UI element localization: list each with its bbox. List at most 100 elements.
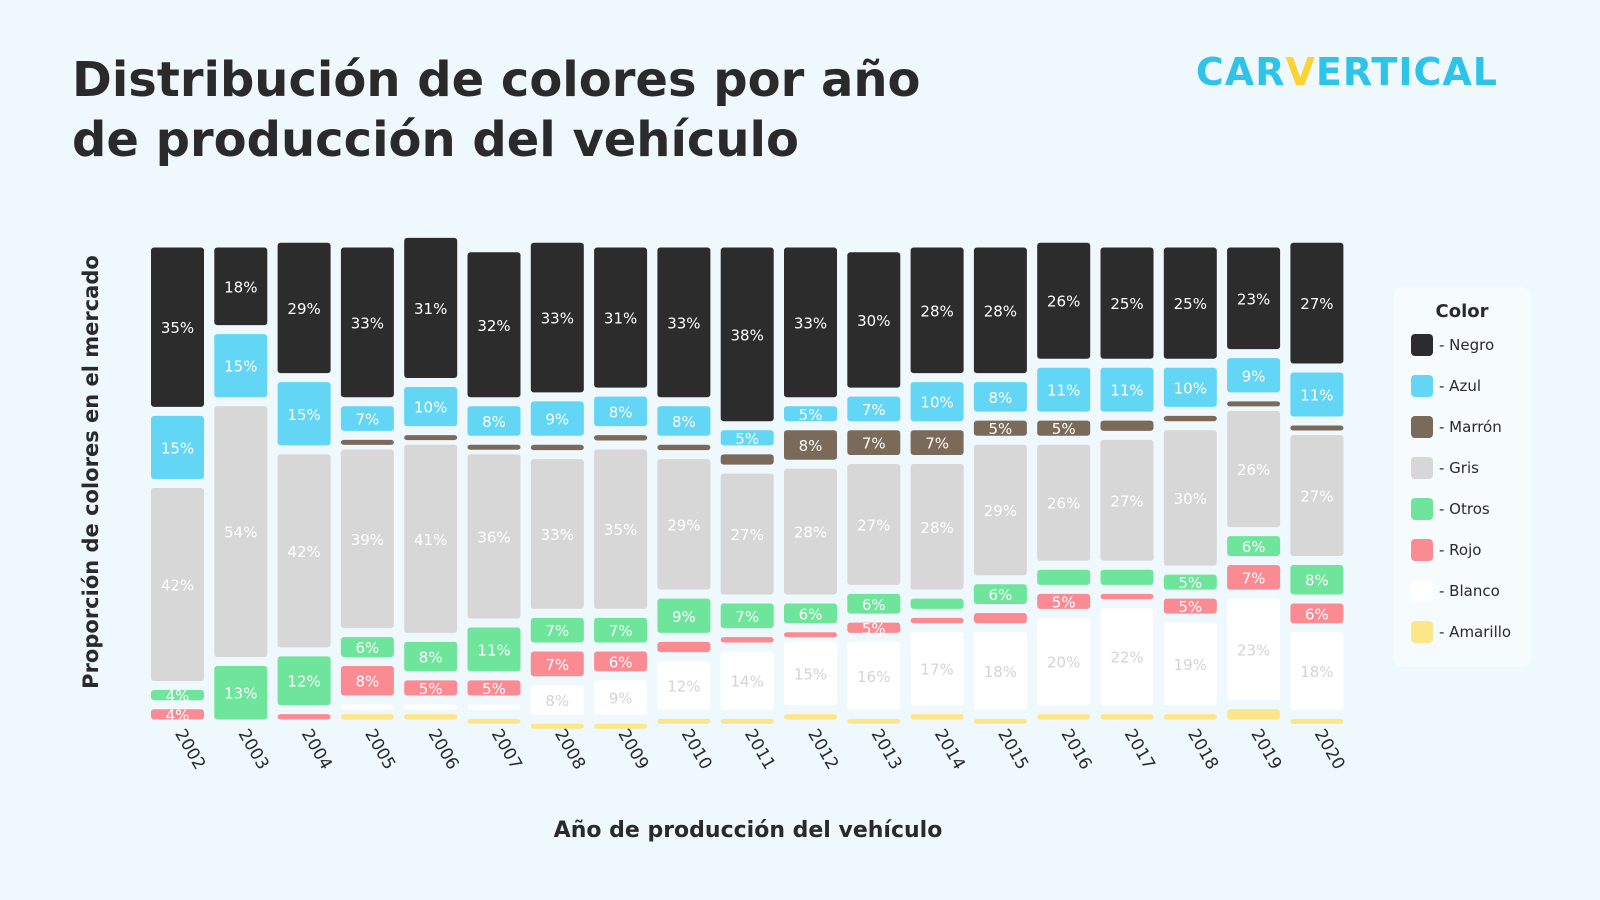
data-label-gris-2004: 42% xyxy=(287,543,320,561)
legend-label: - Amarillo xyxy=(1439,623,1512,641)
bar-segment-azul-2011 xyxy=(720,430,774,446)
data-label-gris-2007: 36% xyxy=(477,528,510,546)
data-label-marrón-2014: 7% xyxy=(925,435,949,453)
data-label-azul-2008: 9% xyxy=(545,411,569,429)
data-label-negro-2009: 31% xyxy=(604,310,637,328)
bar-segment-amarillo-2018 xyxy=(1163,714,1217,720)
bar-segment-blanco-2015 xyxy=(973,632,1027,710)
data-label-blanco-2009: 9% xyxy=(609,690,633,708)
bar-segment-otros-2019 xyxy=(1227,536,1281,556)
legend-label: - Blanco xyxy=(1439,582,1500,600)
legend-swatch xyxy=(1411,621,1433,643)
bar-segment-otros-2003 xyxy=(214,665,268,720)
data-label-negro-2018: 25% xyxy=(1174,295,1207,313)
bar-segment-azul-2004 xyxy=(277,382,331,446)
data-label-blanco-2010: 12% xyxy=(667,678,700,696)
bar-segment-rojo-2009 xyxy=(594,651,648,672)
x-axis-label: Año de producción del vehículo xyxy=(553,818,943,843)
legend-item-azul: - Azul xyxy=(1411,374,1481,398)
bar-segment-blanco-2017 xyxy=(1100,608,1154,706)
data-label-otros-2018: 5% xyxy=(1178,574,1202,592)
legend-swatch xyxy=(1411,334,1433,356)
bar-segment-blanco-2012 xyxy=(784,641,837,706)
bar-segment-otros-2002 xyxy=(151,690,204,701)
bar-segment-negro-2017 xyxy=(1100,247,1154,359)
legend-swatch xyxy=(1411,539,1433,561)
bar-segment-gris-2003 xyxy=(214,406,268,657)
data-label-azul-2014: 10% xyxy=(920,394,953,412)
data-label-rojo-2016: 5% xyxy=(1052,593,1076,611)
bar-segment-blanco-2006 xyxy=(404,704,458,710)
bar-segment-blanco-2019 xyxy=(1227,598,1281,701)
bar-segment-negro-2019 xyxy=(1227,247,1281,350)
data-label-negro-2005: 33% xyxy=(351,314,384,332)
legend-item-marrón: - Marrón xyxy=(1411,415,1502,439)
bar-segment-blanco-2011 xyxy=(720,651,774,710)
bar-segment-gris-2019 xyxy=(1227,411,1281,528)
x-tick-label-2005: 2005 xyxy=(360,726,399,773)
legend-swatch xyxy=(1411,498,1433,520)
bar-segment-otros-2004 xyxy=(277,656,331,706)
data-label-azul-2002: 15% xyxy=(161,439,194,457)
bar-segment-otros-2013 xyxy=(847,593,901,614)
bar-segment-gris-2014 xyxy=(910,463,964,590)
bar-segment-amarillo-2007 xyxy=(467,718,521,724)
bar-segment-gris-2002 xyxy=(151,488,204,682)
data-label-gris-2003: 54% xyxy=(224,524,257,542)
data-label-gris-2011: 27% xyxy=(731,526,764,544)
x-tick-label-2012: 2012 xyxy=(803,726,842,773)
x-tick-label-2006: 2006 xyxy=(424,726,463,773)
legend-label: - Marrón xyxy=(1439,418,1502,436)
bar-segment-otros-2015 xyxy=(973,584,1027,605)
bar-segment-gris-2013 xyxy=(847,463,901,585)
carvertical-logo: CARVERTICAL xyxy=(1195,50,1498,94)
bar-segment-negro-2007 xyxy=(467,252,521,398)
data-label-azul-2019: 9% xyxy=(1242,367,1266,385)
data-label-marrón-2015: 5% xyxy=(989,420,1013,438)
data-label-gris-2015: 29% xyxy=(984,502,1017,520)
data-label-gris-2005: 39% xyxy=(351,531,384,549)
bar-segment-marrón-2015 xyxy=(973,420,1027,436)
bar-segment-rojo-2005 xyxy=(340,665,394,696)
data-label-rojo-2002: 4% xyxy=(166,706,190,724)
bar-segment-marrón-2008 xyxy=(530,444,584,451)
bar-segment-blanco-2010 xyxy=(657,661,711,710)
bar-segment-blanco-2008 xyxy=(530,685,584,715)
bar-segment-amarillo-2015 xyxy=(973,718,1027,724)
bar-segment-azul-2014 xyxy=(910,382,964,422)
data-label-otros-2012: 6% xyxy=(799,605,823,623)
data-label-gris-2019: 26% xyxy=(1237,461,1270,479)
bar-segment-azul-2013 xyxy=(847,396,901,422)
bar-segment-azul-2019 xyxy=(1227,358,1281,393)
bar-segment-azul-2018 xyxy=(1163,367,1217,407)
bar-segment-otros-2005 xyxy=(340,637,394,657)
bar-segment-gris-2009 xyxy=(594,449,648,609)
data-label-azul-2007: 8% xyxy=(482,413,506,431)
bar-segment-gris-2006 xyxy=(404,444,458,633)
data-label-marrón-2016: 5% xyxy=(1052,420,1076,438)
bar-segment-otros-2020 xyxy=(1290,564,1344,595)
data-label-azul-2020: 11% xyxy=(1300,387,1333,405)
bar-segment-rojo-2019 xyxy=(1227,564,1281,590)
x-tick-label-2015: 2015 xyxy=(993,726,1032,773)
bar-segment-amarillo-2016 xyxy=(1037,714,1091,720)
bar-segment-marrón-2016 xyxy=(1037,420,1091,436)
data-label-marrón-2013: 7% xyxy=(862,435,886,453)
data-label-negro-2006: 31% xyxy=(414,300,447,318)
data-label-otros-2004: 12% xyxy=(287,673,320,691)
bar-segment-otros-2017 xyxy=(1100,569,1154,585)
bar-segment-rojo-2010 xyxy=(657,641,711,653)
bar-segment-amarillo-2008 xyxy=(530,723,584,729)
data-label-blanco-2012: 15% xyxy=(794,665,827,683)
x-tick-label-2019: 2019 xyxy=(1246,726,1285,773)
bar-segment-amarillo-2012 xyxy=(784,714,837,720)
data-label-blanco-2011: 14% xyxy=(731,673,764,691)
bar-segment-rojo-2002 xyxy=(151,709,204,720)
bar-segment-gris-2018 xyxy=(1163,430,1217,566)
legend-label: - Otros xyxy=(1439,500,1490,518)
bar-segment-marrón-2005 xyxy=(340,439,394,445)
legend-item-rojo: - Rojo xyxy=(1411,538,1481,562)
bar-segment-gris-2010 xyxy=(657,459,711,590)
bar-segment-amarillo-2014 xyxy=(910,714,964,720)
data-label-otros-2015: 6% xyxy=(989,586,1013,604)
